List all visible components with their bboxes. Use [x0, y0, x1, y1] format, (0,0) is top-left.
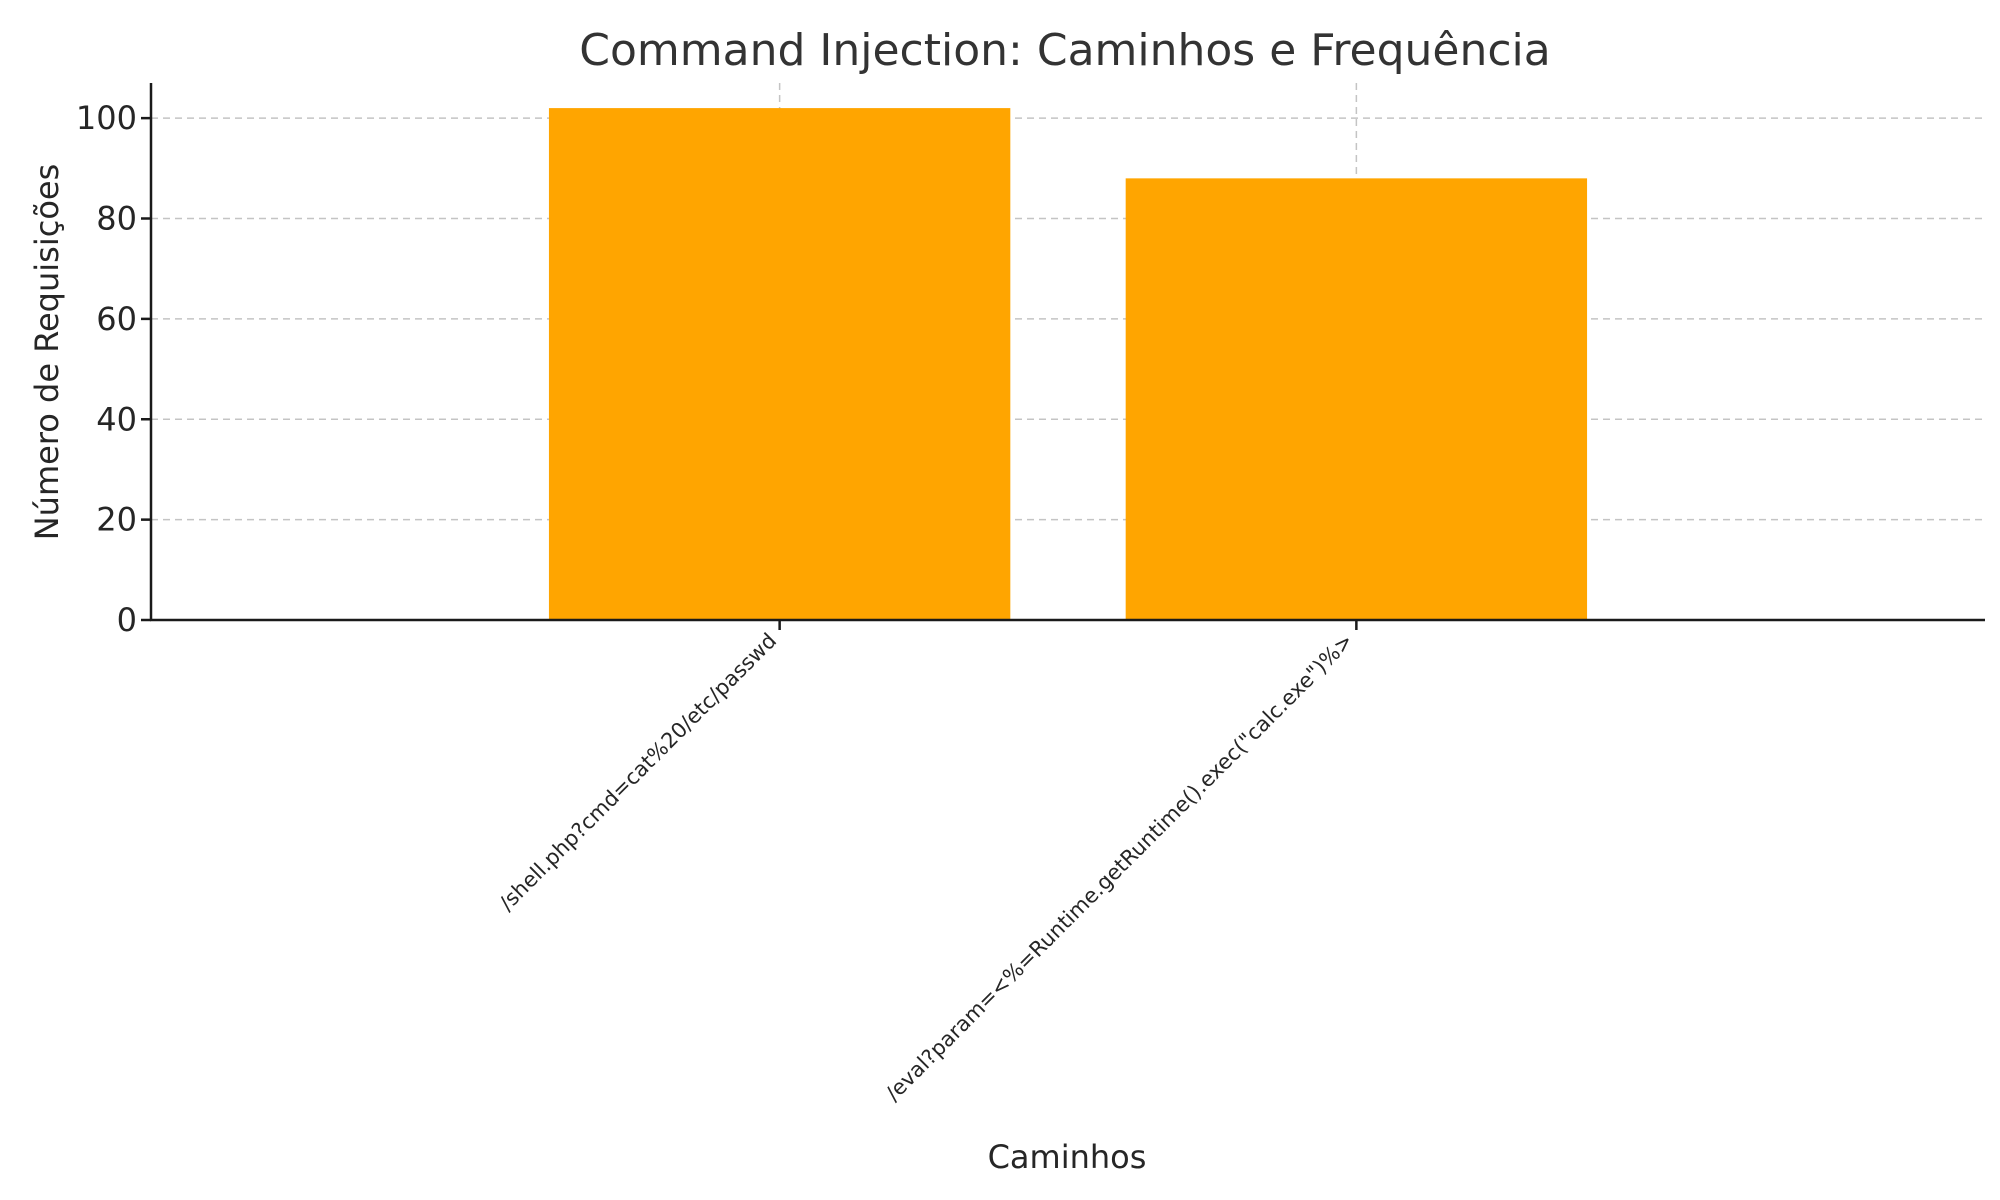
- x-tick-label: /eval?param=<%=Runtime.getRuntime().exec…: [881, 629, 1358, 1106]
- y-tick-label: 100: [76, 99, 137, 137]
- x-axis-label: Caminhos: [988, 1138, 1147, 1176]
- y-tick-label: 20: [96, 501, 137, 539]
- axes: [149, 83, 1985, 622]
- y-axis-label: Número de Requisições: [28, 164, 66, 541]
- y-tick-label: 40: [96, 400, 137, 438]
- chart-title: Command Injection: Caminhos e Frequência: [579, 25, 1550, 76]
- bar: [1125, 178, 1588, 620]
- bar: [548, 108, 1011, 621]
- y-tick-label: 80: [96, 200, 137, 238]
- x-tick-label: /shell.php?cmd=cat%20/etc/passwd: [495, 629, 782, 916]
- grid-lines: [151, 83, 1985, 621]
- bars: [548, 108, 1588, 621]
- x-ticks: /shell.php?cmd=cat%20/etc/passwd/eval?pa…: [495, 620, 1358, 1106]
- y-ticks: 0 20 40 60 80 100: [76, 99, 151, 639]
- y-tick-label: 0: [117, 601, 137, 639]
- y-tick-label: 60: [96, 300, 137, 338]
